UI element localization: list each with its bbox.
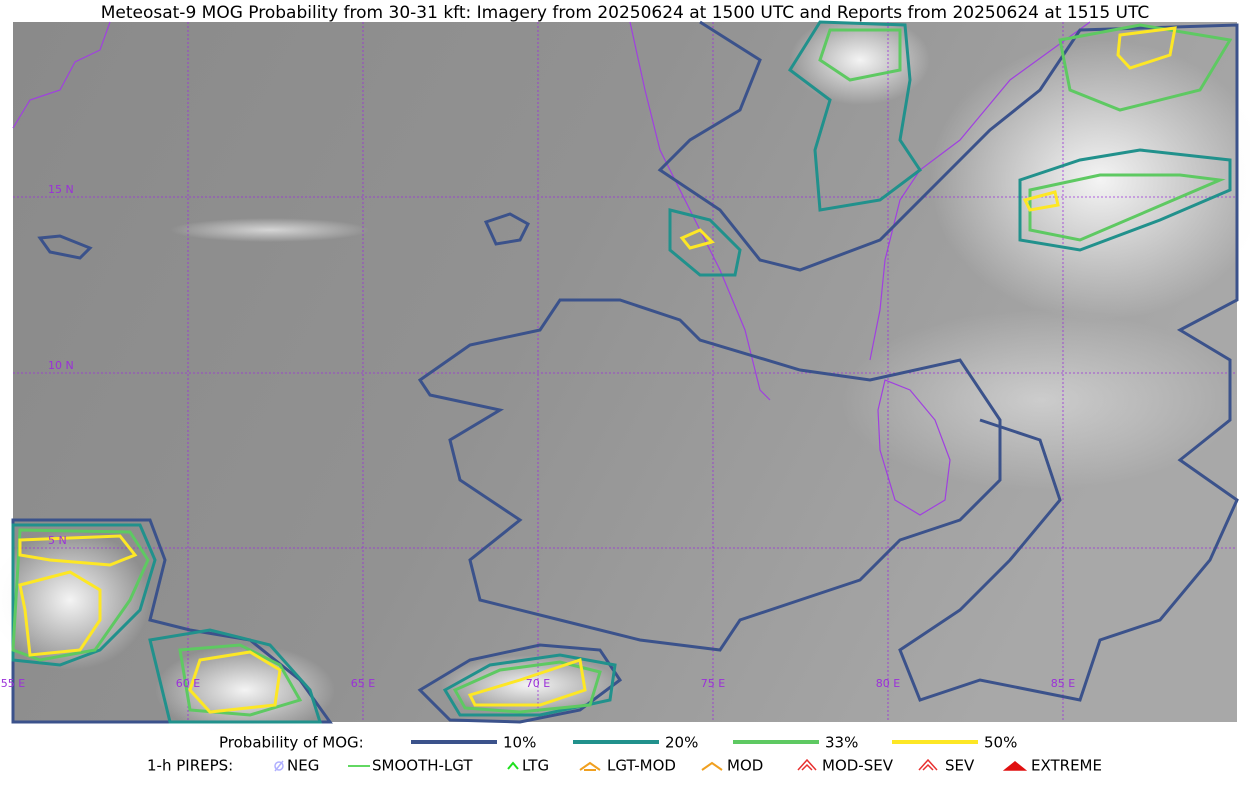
lon-label: 75 E bbox=[701, 677, 725, 690]
legend-title: Probability of MOG: bbox=[219, 734, 364, 752]
cloud bbox=[930, 40, 1250, 320]
pirep-label: EXTREME bbox=[1031, 757, 1102, 775]
lat-label: 5 N bbox=[48, 534, 67, 547]
pirep-label: LGT-MOD bbox=[607, 757, 676, 775]
legend-label: 20% bbox=[665, 734, 698, 752]
legend: Probability of MOG: 1-h PIREPS: 10% 20% 33… bbox=[147, 734, 1102, 775]
lat-label: 10 N bbox=[48, 359, 74, 372]
pirep-icons bbox=[274, 758, 1028, 772]
lon-label: 80 E bbox=[876, 677, 900, 690]
pireps-title: 1-h PIREPS: bbox=[147, 757, 233, 775]
lon-label: 65 E bbox=[351, 677, 375, 690]
pirep-label: SEV bbox=[945, 757, 975, 775]
pirep-label: MOD-SEV bbox=[822, 757, 894, 775]
pirep-label: LTG bbox=[522, 757, 549, 775]
coastline bbox=[12, 21, 1091, 516]
cloud bbox=[790, 15, 930, 105]
cloud bbox=[840, 310, 1240, 490]
pirep-label: MOD bbox=[727, 757, 763, 775]
legend-label: 50% bbox=[984, 734, 1017, 752]
cloud bbox=[440, 655, 620, 715]
lon-label: 70 E bbox=[526, 677, 550, 690]
title: Meteosat-9 MOG Probability from 30-31 kf… bbox=[101, 3, 1150, 23]
lon-labels: 55 E 60 E 65 E 70 E 75 E 80 E 85 E bbox=[1, 677, 1075, 690]
legend-label: 10% bbox=[503, 734, 536, 752]
contours bbox=[11, 20, 1239, 724]
pirep-label: SMOOTH-LGT bbox=[372, 757, 473, 775]
cloud bbox=[170, 218, 370, 242]
lat-label: 15 N bbox=[48, 183, 74, 196]
legend-label: 33% bbox=[825, 734, 858, 752]
pirep-label: NEG bbox=[287, 757, 319, 775]
lon-label: 55 E bbox=[1, 677, 25, 690]
lon-label: 60 E bbox=[176, 677, 200, 690]
lat-labels: 15 N 10 N 5 N bbox=[48, 183, 74, 547]
lon-label: 85 E bbox=[1051, 677, 1075, 690]
map: 15 N 10 N 5 N 55 E 60 E 65 E 70 E 75 E 80 E 85 E bbox=[0, 15, 1250, 735]
